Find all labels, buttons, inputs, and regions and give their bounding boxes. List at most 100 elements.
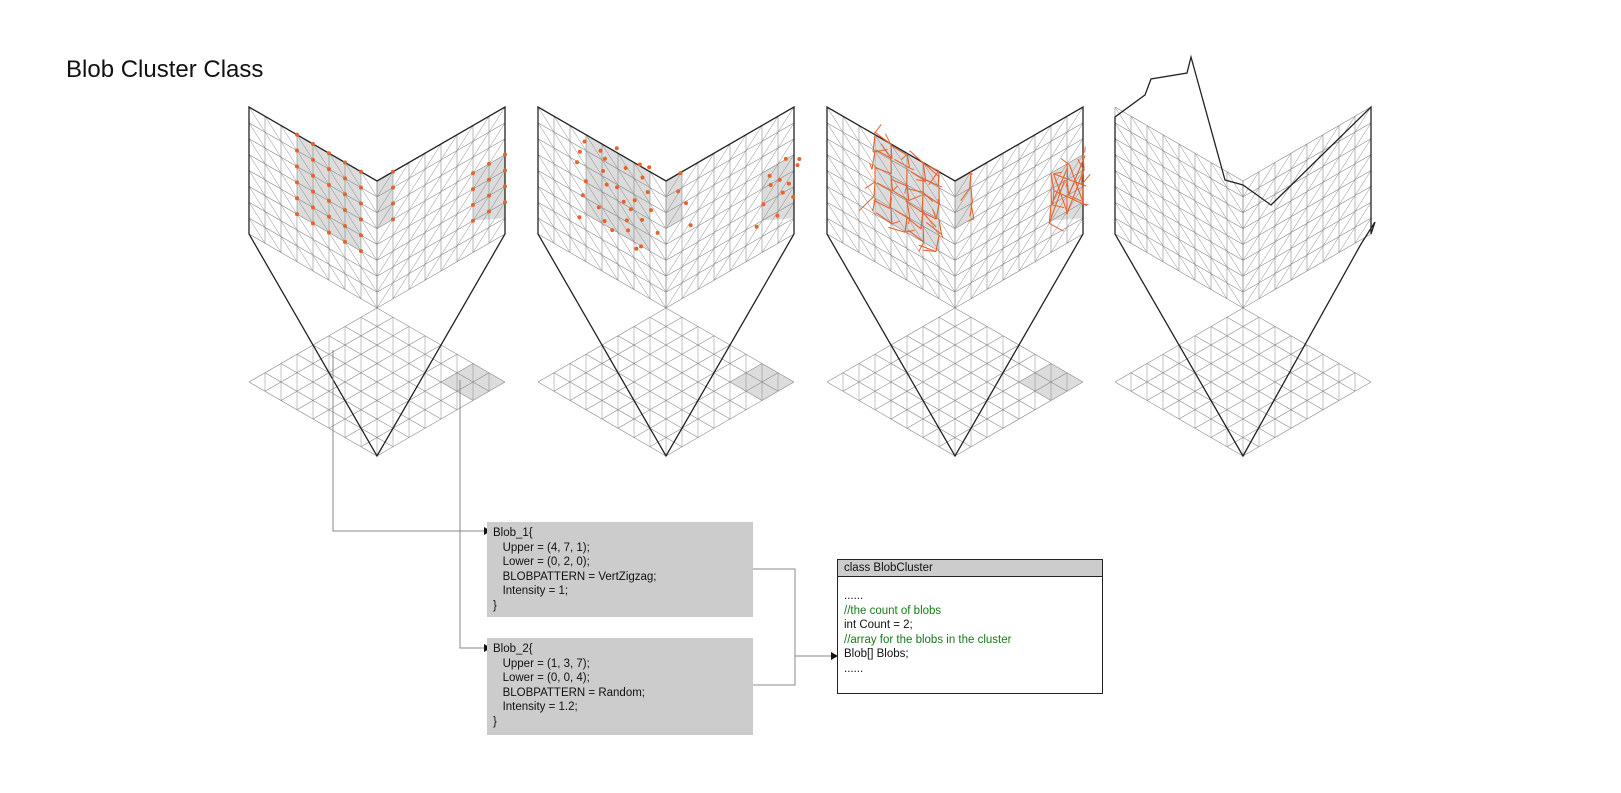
grid-line — [1130, 227, 1148, 253]
blob-connection — [875, 167, 892, 175]
grid-line — [938, 282, 956, 309]
grid-line — [938, 171, 956, 198]
grid-line — [537, 122, 555, 149]
grid-line — [424, 159, 442, 186]
blob-connection — [1050, 167, 1069, 205]
grid-line — [1066, 202, 1084, 228]
grid-line — [697, 216, 715, 243]
grid-line — [248, 106, 266, 133]
grid-line — [858, 204, 876, 231]
grid-line — [344, 209, 362, 236]
grid-line — [713, 207, 731, 233]
grid-line — [858, 236, 876, 262]
blob-point — [327, 167, 331, 172]
grid-line — [1290, 143, 1308, 170]
blob-point — [343, 224, 347, 228]
blob-point — [596, 205, 601, 210]
grid-line — [1210, 178, 1228, 204]
blob-point — [621, 199, 626, 204]
blob-point — [391, 169, 395, 174]
grid-line — [1050, 116, 1068, 142]
grid-line — [826, 186, 844, 212]
code-line: Intensity = 1.2; — [493, 701, 578, 713]
grid-line — [408, 264, 426, 290]
blob-connection — [1051, 204, 1065, 209]
grid-line — [1338, 116, 1356, 142]
class-header: class BlobCluster — [838, 560, 1102, 577]
grid-line — [553, 163, 571, 190]
grid-line — [1210, 162, 1228, 188]
grid-line — [1146, 125, 1164, 151]
grid-line — [392, 209, 410, 236]
blob-connection — [960, 187, 971, 201]
blob-connection — [890, 178, 907, 187]
blob-point — [295, 212, 299, 217]
grid-line — [601, 159, 619, 186]
grid-line — [617, 153, 635, 179]
grid-line — [312, 254, 330, 281]
blob-point — [775, 213, 780, 218]
blob-point — [583, 179, 588, 184]
grid-line — [472, 195, 490, 221]
grid-line — [360, 219, 378, 245]
grid-line — [1018, 182, 1036, 208]
blob-point — [343, 239, 347, 244]
grid-line — [1002, 254, 1020, 281]
grid-line — [890, 191, 908, 217]
grid-line — [826, 217, 844, 244]
blob-point — [311, 189, 315, 194]
blob-point — [575, 160, 579, 165]
grid-line — [392, 273, 410, 299]
grid-line — [1146, 188, 1164, 215]
grid-line — [472, 116, 490, 142]
code-line: Lower = (0, 2, 0); — [493, 556, 590, 568]
grid-line — [1130, 211, 1148, 237]
grid-line — [537, 217, 555, 244]
grid-line — [360, 187, 378, 213]
grid-line — [954, 282, 972, 309]
grid-line — [761, 227, 779, 253]
grid-line — [1178, 254, 1196, 281]
grid-line — [424, 207, 442, 233]
blob-point — [582, 139, 587, 144]
grid-line — [761, 211, 779, 237]
grid-line — [1338, 195, 1356, 221]
grid-line — [617, 248, 635, 274]
grid-line — [1354, 106, 1372, 133]
grid-line — [761, 116, 779, 142]
grid-line — [874, 182, 892, 208]
class-line: ...... — [844, 590, 864, 602]
blob-point — [295, 148, 299, 153]
grid-line — [842, 227, 860, 253]
blob-connection — [922, 191, 934, 203]
blob-point — [768, 183, 773, 187]
blob-point — [795, 163, 800, 168]
grid-line — [1274, 200, 1292, 227]
grid-line — [1322, 157, 1340, 183]
grid-line — [777, 170, 795, 196]
blob-connection — [1053, 190, 1088, 207]
blob-connection — [871, 150, 876, 170]
blob-connection — [932, 208, 937, 220]
blob-point — [311, 205, 315, 210]
grid-line — [633, 194, 651, 220]
grid-line — [681, 178, 699, 204]
grid-line — [537, 106, 555, 133]
grid-line — [1114, 154, 1132, 180]
grid-line — [408, 216, 426, 243]
blob-point — [639, 244, 643, 249]
grid-line — [826, 170, 844, 196]
blob-point — [684, 201, 688, 206]
grid-line — [1258, 178, 1276, 204]
grid-line — [713, 175, 731, 202]
grid-line — [954, 266, 972, 293]
blob-point — [580, 193, 585, 198]
blob-connection — [872, 149, 888, 153]
grid-line — [376, 235, 394, 261]
grid-line — [713, 159, 731, 186]
grid-line — [328, 248, 346, 274]
grid-line — [585, 166, 603, 192]
grid-line — [986, 168, 1004, 195]
grid-line — [954, 250, 972, 277]
grid-line — [1242, 235, 1260, 261]
